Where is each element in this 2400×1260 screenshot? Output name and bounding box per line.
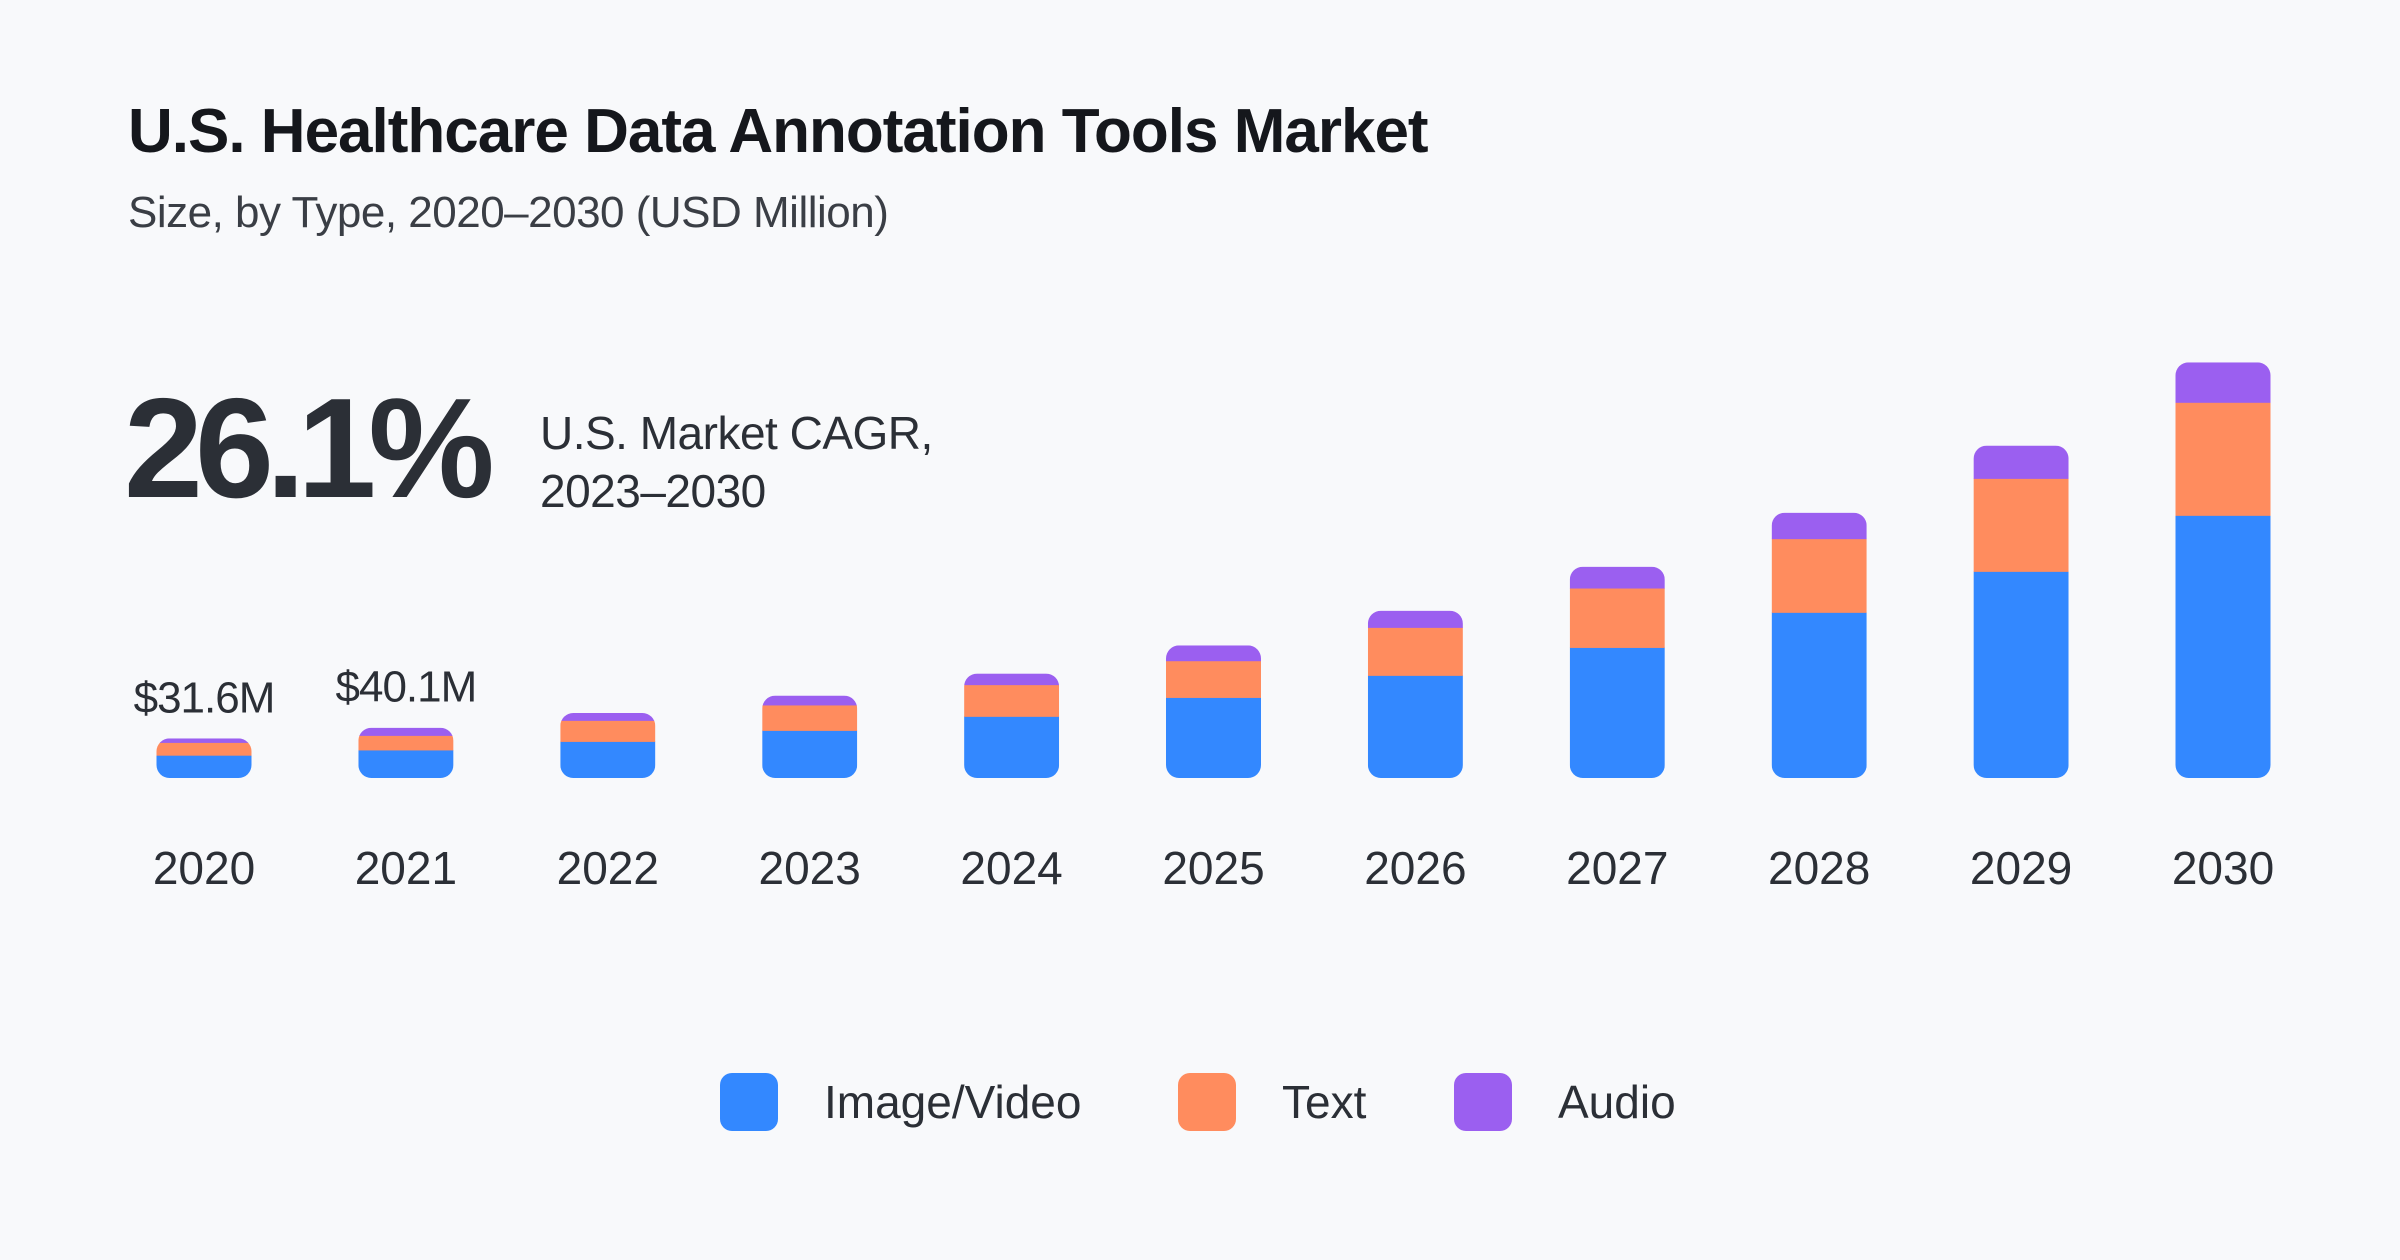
bar-segment-audio-2024 [964, 673, 1060, 686]
bar-group-2020 [156, 738, 252, 778]
bar-segment-audio-2028 [1771, 512, 1867, 540]
legend-swatch-text [1178, 1073, 1236, 1131]
bar-group-2029 [1973, 445, 2069, 778]
bar-segment-text-2029 [1973, 478, 2069, 572]
legend-label-text: Text [1282, 1076, 1367, 1128]
bar-group-2024 [964, 673, 1060, 778]
bar-segment-image-video-2029 [1973, 571, 2069, 778]
data-label-2020: $31.6M [134, 673, 275, 722]
bar-segment-audio-2027 [1569, 566, 1665, 589]
cagr-label-line2: 2023–2030 [540, 465, 766, 517]
bar-segment-text-2020 [156, 742, 252, 756]
legend-swatch-image-video [720, 1073, 778, 1131]
x-tick-label: 2024 [960, 842, 1062, 894]
chart-subtitle: Size, by Type, 2020–2030 (USD Million) [128, 188, 889, 237]
x-tick-label: 2027 [1566, 842, 1668, 894]
bar-segment-text-2025 [1166, 660, 1261, 698]
bar-segment-audio-2030 [2175, 362, 2271, 403]
cagr-value: 26.1% [124, 369, 495, 528]
bar-segment-text-2021 [358, 735, 454, 751]
bar-segment-audio-2023 [762, 695, 858, 706]
cagr-label: U.S. Market CAGR, 2023–2030 [540, 404, 933, 520]
bar-segment-audio-2025 [1166, 645, 1261, 662]
cagr-label-line1: U.S. Market CAGR, [540, 407, 933, 459]
x-tick-label: 2021 [355, 842, 457, 894]
legend-label-audio: Audio [1558, 1076, 1676, 1128]
bar-segment-image-video-2023 [762, 730, 858, 779]
legend-item-image-video: Image/Video [720, 1072, 1081, 1132]
bar-group-2023 [762, 695, 858, 779]
bar-segment-audio-2022 [560, 712, 656, 721]
bar-group-2028 [1771, 512, 1867, 778]
bar-segment-image-video-2021 [358, 749, 454, 779]
bar-segment-text-2027 [1569, 588, 1665, 648]
bar-group-2021 [358, 727, 454, 779]
legend: Image/Video Text Audio [0, 1072, 2400, 1132]
bar-segment-image-video-2024 [964, 716, 1060, 778]
x-tick-label: 2022 [557, 842, 659, 894]
bar-segment-text-2028 [1771, 538, 1867, 613]
bar-segment-image-video-2020 [156, 755, 252, 778]
bar-segment-audio-2029 [1973, 445, 2069, 479]
chart-title: U.S. Healthcare Data Annotation Tools Ma… [128, 97, 1429, 166]
bar-segment-audio-2021 [358, 727, 454, 736]
bar-group-2027 [1569, 566, 1665, 778]
x-tick-label: 2030 [2172, 842, 2274, 894]
bar-group-2030 [2175, 362, 2271, 778]
bar-segment-text-2030 [2175, 402, 2271, 516]
x-tick-label: 2020 [153, 842, 255, 894]
bar-segment-image-video-2027 [1569, 647, 1665, 778]
data-label-2021: $40.1M [336, 663, 477, 712]
bar-segment-text-2022 [560, 720, 656, 742]
bar-segment-audio-2020 [156, 738, 252, 743]
bar-group-2022 [560, 712, 656, 778]
bar-group-2026 [1367, 610, 1463, 779]
legend-swatch-audio [1454, 1073, 1512, 1131]
bar-segment-text-2026 [1367, 627, 1463, 676]
bar-segment-image-video-2025 [1166, 697, 1261, 778]
legend-label-image-video: Image/Video [824, 1076, 1082, 1128]
bar-segment-image-video-2028 [1771, 612, 1867, 778]
bar-segment-text-2024 [964, 684, 1060, 717]
bar-segment-image-video-2026 [1367, 675, 1463, 779]
bar-segment-audio-2026 [1367, 610, 1463, 628]
x-tick-label: 2025 [1162, 842, 1264, 894]
bar-segment-text-2023 [762, 704, 858, 731]
x-tick-label: 2023 [759, 842, 861, 894]
x-tick-label: 2026 [1364, 842, 1466, 894]
bar-group-2025 [1166, 645, 1261, 778]
legend-item-text: Text [1178, 1072, 1366, 1132]
x-tick-label: 2028 [1768, 842, 1870, 894]
x-tick-label: 2029 [1970, 842, 2072, 894]
bar-segment-image-video-2022 [560, 741, 656, 778]
bar-segment-image-video-2030 [2175, 515, 2271, 778]
legend-item-audio: Audio [1454, 1072, 1676, 1132]
